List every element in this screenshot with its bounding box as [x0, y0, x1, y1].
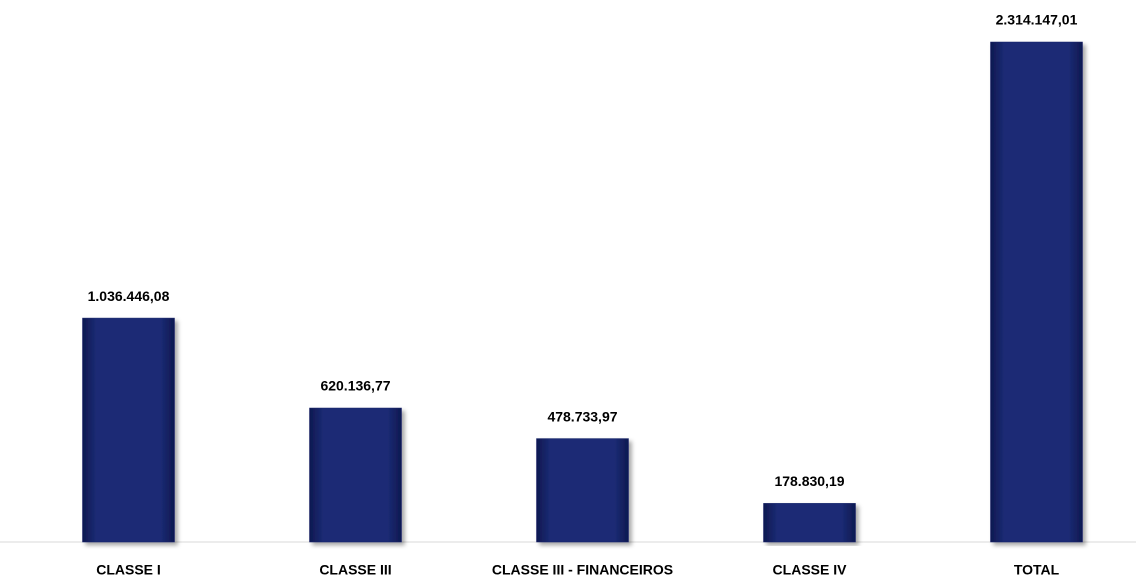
x-tick-label: CLASSE I — [96, 562, 161, 578]
x-tick-label: TOTAL — [1014, 562, 1060, 578]
x-tick-label: CLASSE III - FINANCEIROS — [492, 562, 673, 578]
x-tick-label: CLASSE IV — [773, 562, 848, 578]
bar — [309, 407, 402, 543]
bar — [763, 503, 856, 543]
bar — [82, 317, 175, 543]
value-label: 2.314.147,01 — [996, 12, 1078, 28]
value-label: 620.136,77 — [320, 378, 390, 394]
bar — [990, 41, 1083, 543]
value-label: 478.733,97 — [547, 408, 617, 424]
value-label: 178.830,19 — [774, 473, 844, 489]
bar — [536, 438, 629, 543]
x-tick-label: CLASSE III — [319, 562, 391, 578]
value-label: 1.036.446,08 — [88, 288, 170, 304]
